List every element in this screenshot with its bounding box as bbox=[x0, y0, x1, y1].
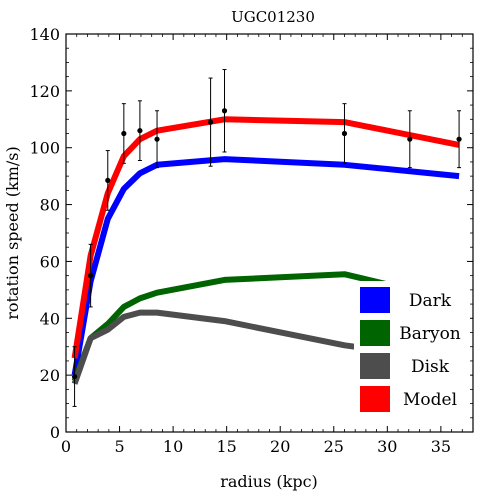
y-tick-label: 40 bbox=[40, 309, 60, 328]
data-marker bbox=[121, 130, 127, 137]
series-line-dark bbox=[71, 156, 460, 376]
data-point bbox=[137, 100, 143, 162]
data-point bbox=[88, 243, 94, 308]
data-marker bbox=[221, 108, 228, 114]
data-point bbox=[407, 110, 413, 169]
data-marker bbox=[341, 130, 348, 137]
legend-label-dark: Dark bbox=[409, 291, 452, 311]
data-marker bbox=[154, 136, 160, 142]
data-point bbox=[154, 110, 160, 169]
y-tick-label: 100 bbox=[29, 139, 60, 158]
axis-layer: 0 5 10 15 20 25 30 35 0 20 40 60 80 100 120 140 bbox=[29, 25, 473, 456]
data-point bbox=[456, 110, 462, 169]
data-marker bbox=[456, 136, 462, 142]
legend-label-disk: Disk bbox=[411, 357, 450, 377]
y-tick-label: 80 bbox=[40, 196, 60, 215]
y-tick-label: 140 bbox=[29, 25, 60, 44]
x-tick-label: 20 bbox=[270, 437, 290, 456]
data-point bbox=[341, 103, 348, 164]
x-tick-label: 30 bbox=[377, 437, 397, 456]
legend-label-model: Model bbox=[403, 390, 457, 410]
x-tick-label: 35 bbox=[431, 437, 451, 456]
series-line-disk bbox=[71, 309, 460, 385]
x-tick-label: 10 bbox=[163, 437, 183, 456]
y-tick-label: 120 bbox=[29, 82, 60, 101]
legend-swatch-baryon bbox=[360, 320, 390, 346]
legend-swatch-model bbox=[360, 386, 390, 412]
y-axis-label: rotation speed (km/s) bbox=[3, 146, 22, 320]
data-marker bbox=[71, 373, 78, 380]
data-point bbox=[105, 150, 111, 211]
data-point bbox=[221, 69, 228, 153]
data-point bbox=[121, 103, 127, 164]
data-marker bbox=[105, 177, 111, 184]
data-point bbox=[207, 77, 214, 167]
data-point bbox=[71, 346, 78, 407]
x-axis-label: radius (kpc) bbox=[220, 472, 318, 491]
data-marker bbox=[407, 136, 413, 142]
y-tick-label: 0 bbox=[50, 423, 60, 442]
x-tick-label: 5 bbox=[114, 437, 124, 456]
observations-layer bbox=[71, 69, 462, 407]
data-marker bbox=[88, 273, 94, 279]
chart-title: UGC01230 bbox=[231, 8, 315, 26]
x-tick-label: 15 bbox=[216, 437, 236, 456]
x-tick-label: 0 bbox=[61, 437, 71, 456]
y-tick-label: 60 bbox=[40, 252, 60, 271]
data-marker bbox=[137, 128, 143, 134]
x-tick-label: 25 bbox=[324, 437, 344, 456]
legend-label-baryon: Baryon bbox=[399, 324, 461, 344]
legend-swatch-disk bbox=[360, 353, 390, 379]
legend-swatch-dark bbox=[360, 287, 390, 313]
legend: Dark Baryon Disk Model bbox=[354, 281, 470, 419]
data-marker bbox=[207, 119, 214, 125]
y-tick-label: 20 bbox=[40, 366, 60, 385]
